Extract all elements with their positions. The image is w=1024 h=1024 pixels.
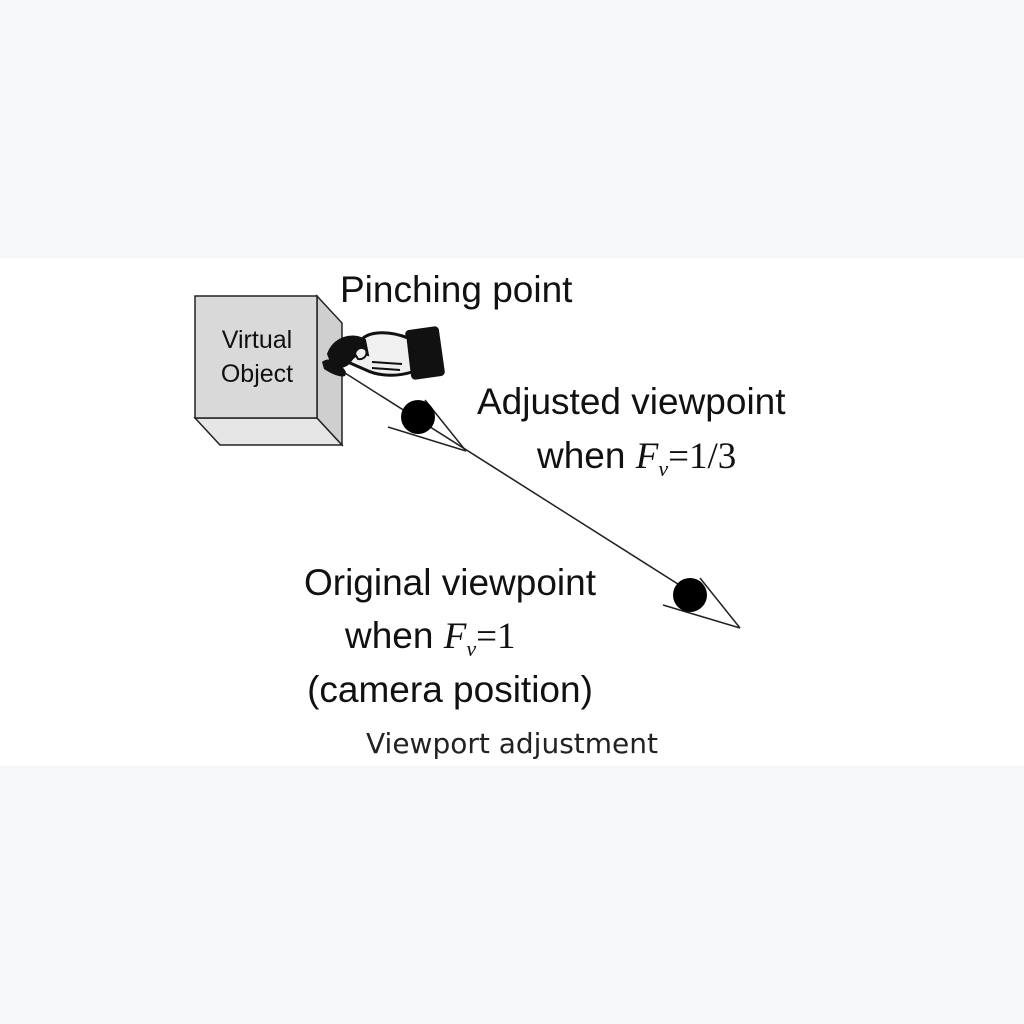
adjusted-when-text: when <box>536 435 636 476</box>
virtual-object-cube: Virtual Object <box>193 294 344 447</box>
adjusted-subscript: v <box>658 456 668 481</box>
object-label-line2: Object <box>221 360 293 388</box>
pinching-point-label: Pinching point <box>340 269 573 310</box>
camera-position-label: (camera position) <box>307 669 593 710</box>
original-viewpoint-condition: when Fv=1 <box>344 615 515 661</box>
adjusted-value: =1/3 <box>668 436 736 477</box>
object-label-line1: Virtual <box>222 326 292 354</box>
adjusted-viewpoint-label: Adjusted viewpoint <box>477 381 786 422</box>
original-viewpoint <box>662 577 741 629</box>
original-subscript: v <box>466 636 476 661</box>
figure-panel: Virtual Object Pinching point <box>0 258 1024 766</box>
adjusted-variable: F <box>635 436 659 477</box>
viewport-diagram: Virtual Object Pinching point <box>193 269 786 710</box>
adjusted-viewpoint-condition: when Fv=1/3 <box>536 435 736 481</box>
original-when-text: when <box>344 615 444 656</box>
figure-caption: Viewport adjustment <box>366 727 658 760</box>
original-value: =1 <box>476 616 515 657</box>
adjusted-viewpoint <box>387 399 467 452</box>
hand-pinch-icon <box>322 326 445 380</box>
original-variable: F <box>443 616 467 657</box>
original-viewpoint-label: Original viewpoint <box>304 562 597 603</box>
